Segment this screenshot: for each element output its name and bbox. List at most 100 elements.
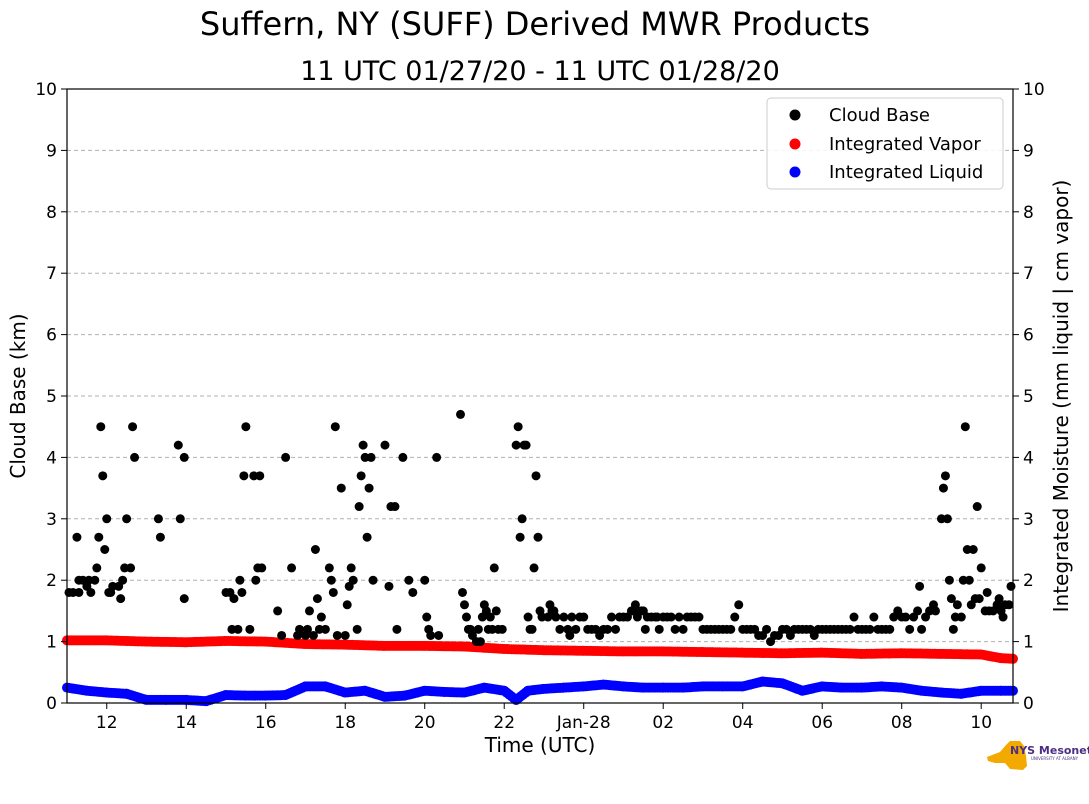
cloud-base-point <box>420 575 430 585</box>
grid-lines <box>67 149 1013 643</box>
x-tick-label: 08 <box>891 713 913 733</box>
cloud-base-point <box>251 575 261 585</box>
cloud-base-point <box>358 440 368 450</box>
cloud-base-point <box>310 545 320 554</box>
cloud-base-point <box>917 624 927 634</box>
nys-mesonet-logo: NYS Mesonet UNIVERSITY AT ALBANY <box>987 741 1089 770</box>
cloud-base-point <box>946 594 956 604</box>
cloud-base-point <box>565 630 575 640</box>
cloud-base-point <box>96 422 106 432</box>
y-tick-label-right: 7 <box>1023 264 1034 284</box>
y-tick-label-left: 2 <box>46 571 57 591</box>
y-tick-label-left: 6 <box>46 326 57 346</box>
cloud-base-point <box>128 422 138 432</box>
cloud-base-point <box>533 532 543 542</box>
cloud-base-point <box>404 575 414 585</box>
cloud-base-point <box>86 587 96 597</box>
legend-label-integrated-liquid: Integrated Liquid <box>829 162 983 183</box>
cloud-base-point <box>529 563 539 573</box>
x-tick-label: 20 <box>414 713 436 733</box>
cloud-base-point <box>287 563 297 573</box>
cloud-base-point <box>603 624 613 634</box>
y-tick-label-right: 8 <box>1023 203 1034 223</box>
cloud-base-point <box>666 612 676 622</box>
cloud-base-point <box>281 452 291 462</box>
x-tick-label: 02 <box>652 713 674 733</box>
cloud-base-point <box>513 422 523 432</box>
cloud-base-point <box>273 606 283 616</box>
legend: Cloud Base Integrated Vapor Integrated L… <box>766 97 1004 190</box>
cloud-base-point <box>241 422 251 432</box>
cloud-base-point <box>426 630 436 640</box>
cloud-base-point <box>982 587 992 597</box>
y-tick-label-left: 7 <box>46 264 57 284</box>
y-tick-label-left: 8 <box>46 203 57 223</box>
legend-marker-cloud-base <box>789 109 801 121</box>
cloud-base-point <box>320 624 330 634</box>
y-tick-label-right: 0 <box>1023 694 1034 714</box>
cloud-base-point <box>942 514 952 524</box>
cloud-base-point <box>364 483 374 493</box>
cloud-base-point <box>885 624 895 634</box>
cloud-base-point <box>762 624 772 634</box>
cloud-base-point <box>239 471 249 481</box>
cloud-base-point <box>523 612 533 622</box>
cloud-base-point <box>328 587 338 597</box>
cloud-base-point <box>245 624 255 634</box>
logo-subtext: UNIVERSITY AT ALBANY <box>1031 756 1079 761</box>
cloud-base-point <box>72 532 82 542</box>
cloud-base-point <box>1006 581 1016 591</box>
cloud-base-point <box>380 440 390 450</box>
cloud-base-point <box>100 545 110 554</box>
cloud-base-point <box>233 624 243 634</box>
cloud-base-point <box>730 612 740 622</box>
cloud-base-point <box>630 600 640 610</box>
y-tick-label-left: 4 <box>46 448 57 468</box>
cloud-base-point <box>726 624 736 634</box>
cloud-base-point <box>255 471 265 481</box>
y-axis-label-right: Integrated Moisture (mm liquid | cm vapo… <box>1049 180 1073 613</box>
cloud-base-point <box>869 612 879 622</box>
cloud-base-point <box>434 630 444 640</box>
cloud-base-point <box>640 624 650 634</box>
cloud-base-point <box>930 606 940 616</box>
cloud-base-point <box>551 612 561 622</box>
cloud-base-point <box>845 624 855 634</box>
cloud-base-point <box>74 587 84 597</box>
x-tick-label: 16 <box>255 713 277 733</box>
cloud-base-point <box>122 514 132 524</box>
cloud-base-point <box>913 606 923 616</box>
legend-box <box>766 97 1004 190</box>
cloud-base-point <box>674 612 684 622</box>
x-tick-label: 06 <box>811 713 833 733</box>
cloud-base-point <box>964 575 974 585</box>
cloud-base-point <box>901 612 911 622</box>
y-tick-label-left: 10 <box>35 80 57 100</box>
legend-label-integrated-vapor: Integrated Vapor <box>829 134 981 155</box>
cloud-base-point <box>497 624 507 634</box>
integrated-vapor-series <box>62 635 1018 664</box>
cloud-base-point <box>849 612 859 622</box>
chart-title: Suffern, NY (SUFF) Derived MWR Products <box>200 5 870 43</box>
integrated-liquid-series <box>62 676 1018 707</box>
y-tick-label-left: 9 <box>46 141 57 161</box>
cloud-base-point <box>489 563 499 573</box>
cloud-base-point <box>432 452 442 462</box>
cloud-base-point <box>257 563 267 573</box>
cloud-base-point <box>408 587 418 597</box>
cloud-base-point <box>491 606 501 616</box>
cloud-base-point <box>173 440 183 450</box>
cloud-base-point <box>422 612 432 622</box>
cloud-base-point <box>179 452 189 462</box>
cloud-base-point <box>390 502 400 512</box>
cloud-base-point <box>559 612 569 622</box>
cloud-base-point <box>972 502 982 512</box>
cloud-base-point <box>354 502 364 512</box>
legend-marker-integrated-vapor <box>789 138 801 150</box>
cloud-base-point <box>98 471 108 481</box>
y-tick-label-right: 1 <box>1023 633 1034 653</box>
x-tick-label: 14 <box>175 713 197 733</box>
cloud-base-point <box>944 575 954 585</box>
legend-marker-integrated-liquid <box>789 166 801 178</box>
